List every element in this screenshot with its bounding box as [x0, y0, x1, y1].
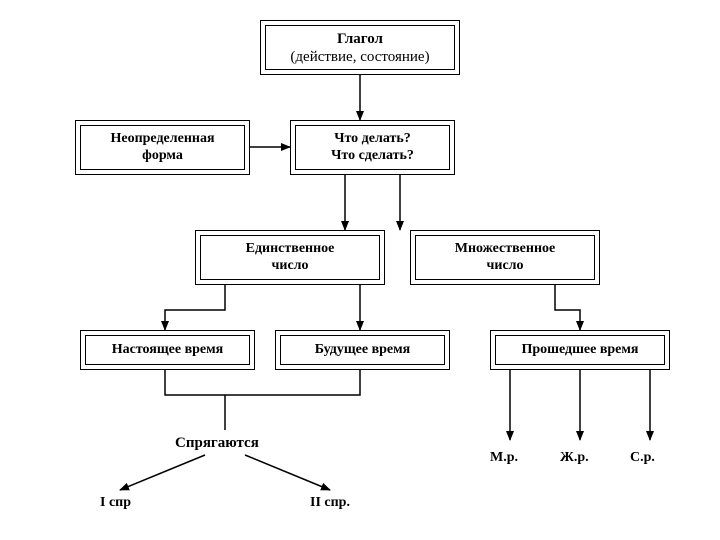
- node-infinitive: Неопределенная форма: [75, 120, 250, 175]
- label-conjugation-2: II спр.: [310, 495, 350, 511]
- node-questions: Что делать? Что сделать?: [290, 120, 455, 175]
- node-questions-line1: Что делать?: [334, 131, 411, 148]
- node-future: Будущее время: [275, 330, 450, 370]
- label-gender-masculine: М.р.: [490, 450, 518, 466]
- label-gender-neuter: С.р.: [630, 450, 655, 466]
- node-present-label: Настоящее время: [112, 342, 224, 359]
- node-verb: Глагол (действие, состояние): [260, 20, 460, 75]
- node-future-label: Будущее время: [315, 342, 411, 359]
- label-gender-feminine: Ж.р.: [560, 450, 589, 466]
- node-past-label: Прошедшее время: [521, 342, 638, 359]
- node-present: Настоящее время: [80, 330, 255, 370]
- node-singular-line2: число: [271, 258, 308, 275]
- node-singular-line1: Единственное: [246, 241, 335, 258]
- node-plural-line1: Множественное: [455, 241, 556, 258]
- node-verb-subtitle: (действие, состояние): [290, 48, 429, 66]
- label-conjugation-1: I спр: [100, 495, 131, 511]
- node-infinitive-line1: Неопределенная: [110, 131, 214, 148]
- node-questions-line2: Что сделать?: [331, 148, 414, 165]
- node-past: Прошедшее время: [490, 330, 670, 370]
- node-plural: Множественное число: [410, 230, 600, 285]
- node-verb-title: Глагол: [337, 30, 383, 48]
- label-conjugate: Спрягаются: [175, 435, 259, 452]
- node-plural-line2: число: [486, 258, 523, 275]
- node-singular: Единственное число: [195, 230, 385, 285]
- node-infinitive-line2: форма: [142, 148, 183, 165]
- diagram-canvas: { "diagram": { "type": "flowchart", "bac…: [0, 0, 720, 540]
